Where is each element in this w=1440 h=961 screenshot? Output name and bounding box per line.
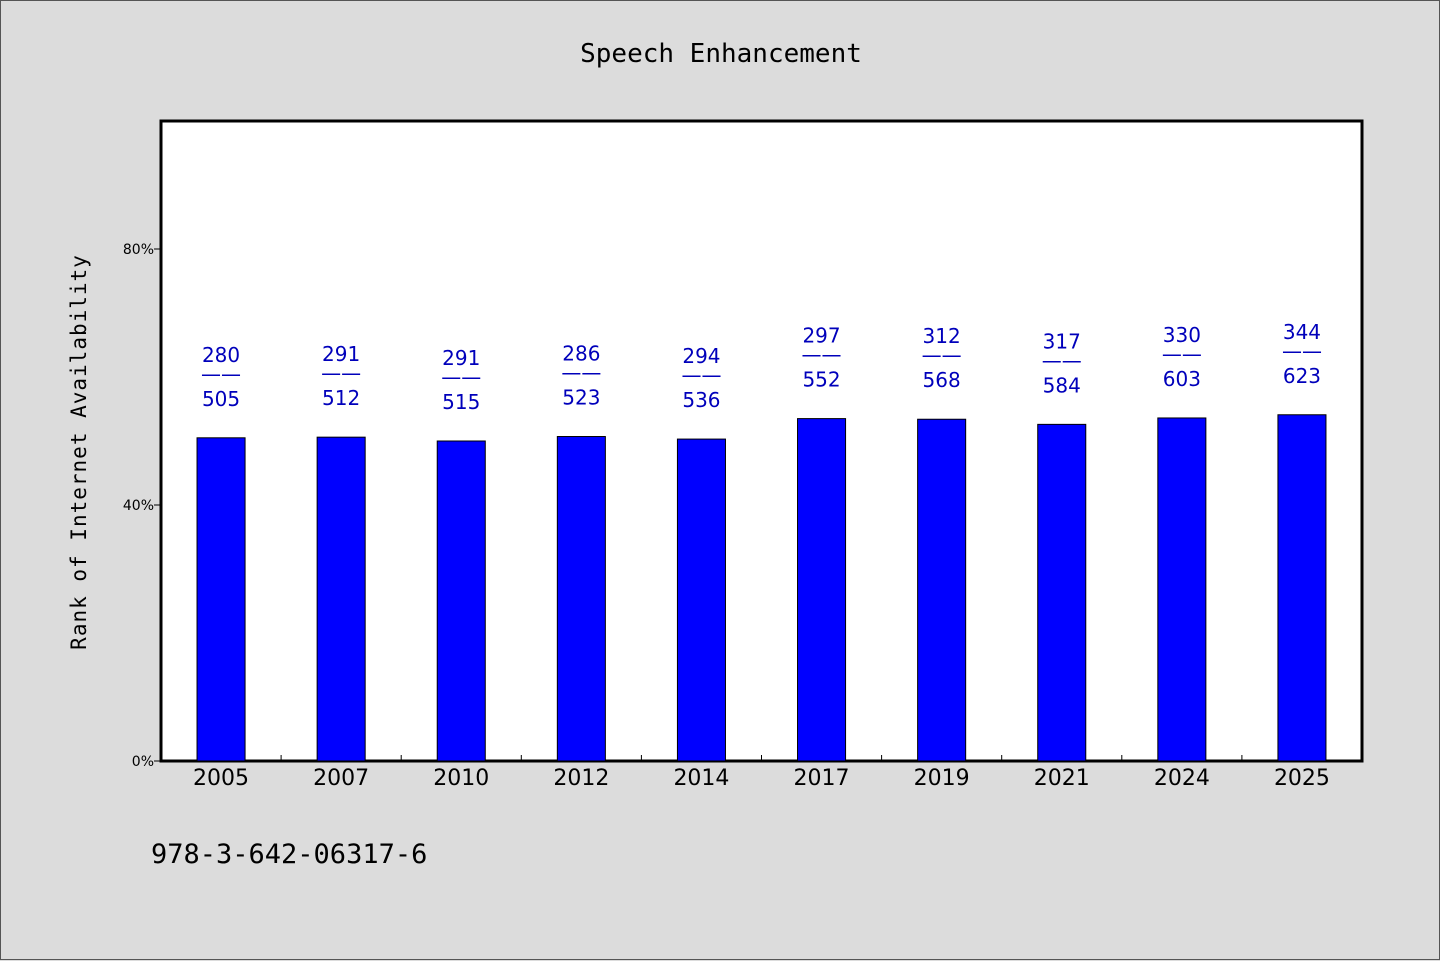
data-label-separator: —— (1042, 348, 1082, 372)
data-label-bottom: 568 (923, 368, 961, 392)
data-label-separator: —— (922, 343, 962, 367)
data-label-top: 330 (1163, 323, 1201, 347)
data-label-bottom: 584 (1043, 373, 1081, 397)
x-tick-label: 2014 (673, 766, 729, 791)
data-label-separator: —— (201, 362, 241, 386)
x-tick-label: 2024 (1154, 766, 1210, 791)
x-tick-label: 2025 (1274, 766, 1330, 791)
data-label-top: 297 (802, 324, 840, 348)
data-label-bottom: 603 (1163, 367, 1201, 391)
y-axis-label: Rank of Internet Availability (67, 254, 91, 650)
data-label-top: 317 (1043, 329, 1081, 353)
x-tick-label: 2007 (313, 766, 369, 791)
data-label-separator: —— (561, 361, 601, 385)
data-label-separator: —— (1162, 342, 1202, 366)
x-tick-label: 2017 (794, 766, 850, 791)
x-tick-label: 2019 (914, 766, 970, 791)
data-label-top: 312 (923, 324, 961, 348)
bar-2005 (196, 437, 246, 762)
data-label-top: 291 (442, 346, 480, 370)
data-label-bottom: 512 (322, 386, 360, 410)
data-label-bottom: 536 (682, 388, 720, 412)
data-label-top: 291 (322, 342, 360, 366)
x-tick-label: 2012 (553, 766, 609, 791)
bar-2017 (797, 418, 847, 762)
bar-2014 (676, 438, 726, 762)
data-label-separator: —— (681, 363, 721, 387)
data-label-top: 344 (1283, 320, 1321, 344)
x-tick-label: 2021 (1034, 766, 1090, 791)
bar-2012 (556, 436, 606, 762)
y-tick-label: 80% (123, 242, 154, 258)
y-tick-label: 0% (132, 754, 154, 770)
data-label-top: 280 (202, 343, 240, 367)
footnote-isbn: 978-3-642-06317-6 (151, 839, 427, 870)
data-label-bottom: 552 (802, 368, 840, 392)
bar-2010 (436, 440, 486, 762)
y-tick-label: 40% (123, 498, 154, 514)
data-label-top: 294 (682, 344, 720, 368)
data-label-bottom: 505 (202, 387, 240, 411)
data-label-separator: —— (1282, 339, 1322, 363)
bar-2007 (316, 436, 366, 762)
data-label-separator: —— (441, 365, 481, 389)
data-label-bottom: 623 (1283, 364, 1321, 388)
data-label-bottom: 515 (442, 390, 480, 414)
x-tick-label: 2005 (193, 766, 249, 791)
bar-2025 (1277, 414, 1327, 762)
data-label-top: 286 (562, 342, 600, 366)
data-label-separator: —— (321, 361, 361, 385)
data-label-separator: —— (802, 343, 842, 367)
bar-2021 (1037, 423, 1087, 762)
bar-2019 (917, 418, 967, 762)
data-label-bottom: 523 (562, 386, 600, 410)
bar-2024 (1157, 417, 1207, 762)
x-tick-label: 2010 (433, 766, 489, 791)
chart-title: Speech Enhancement (580, 39, 862, 69)
